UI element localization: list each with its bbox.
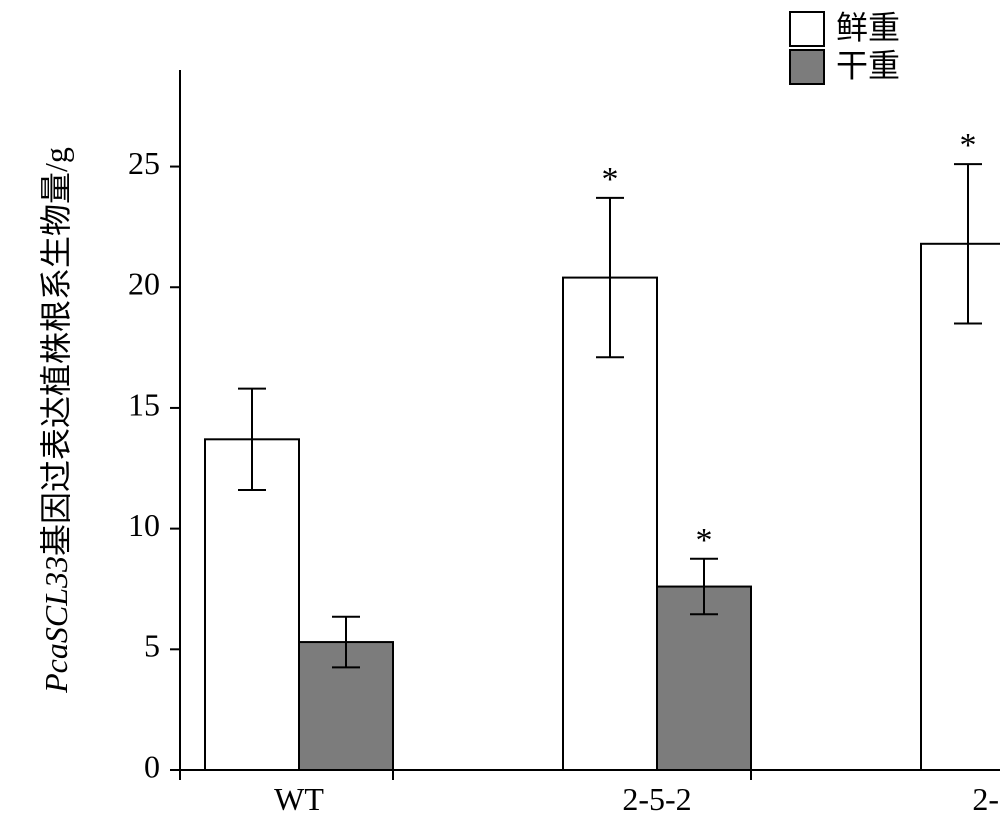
x-tick-label: WT [274,781,324,817]
y-axis-label: PcaSCL33基因过表达植株根系生物量/g [38,147,74,694]
y-tick-label: 20 [128,266,160,302]
legend-swatch-dry [790,50,824,84]
y-tick-label: 15 [128,386,160,422]
y-tick-label: 0 [144,748,160,784]
significance-marker: * [602,161,619,198]
y-tick-label: 25 [128,145,160,181]
x-tick-label: 2-5-2 [622,781,691,817]
y-tick-label: 5 [144,628,160,664]
significance-marker: * [696,522,713,559]
y-tick-label: 10 [128,507,160,543]
legend-label: 鲜重 [836,10,900,46]
chart-container: 0510152025PcaSCL33基因过表达植株根系生物量/g****WT2-… [0,0,1000,819]
x-tick-label: 2-10-2 [972,781,1000,817]
bar-chart: 0510152025PcaSCL33基因过表达植株根系生物量/g****WT2-… [0,0,1000,819]
legend-label: 干重 [836,48,900,84]
legend-swatch-fresh [790,12,824,46]
significance-marker: * [960,127,977,164]
